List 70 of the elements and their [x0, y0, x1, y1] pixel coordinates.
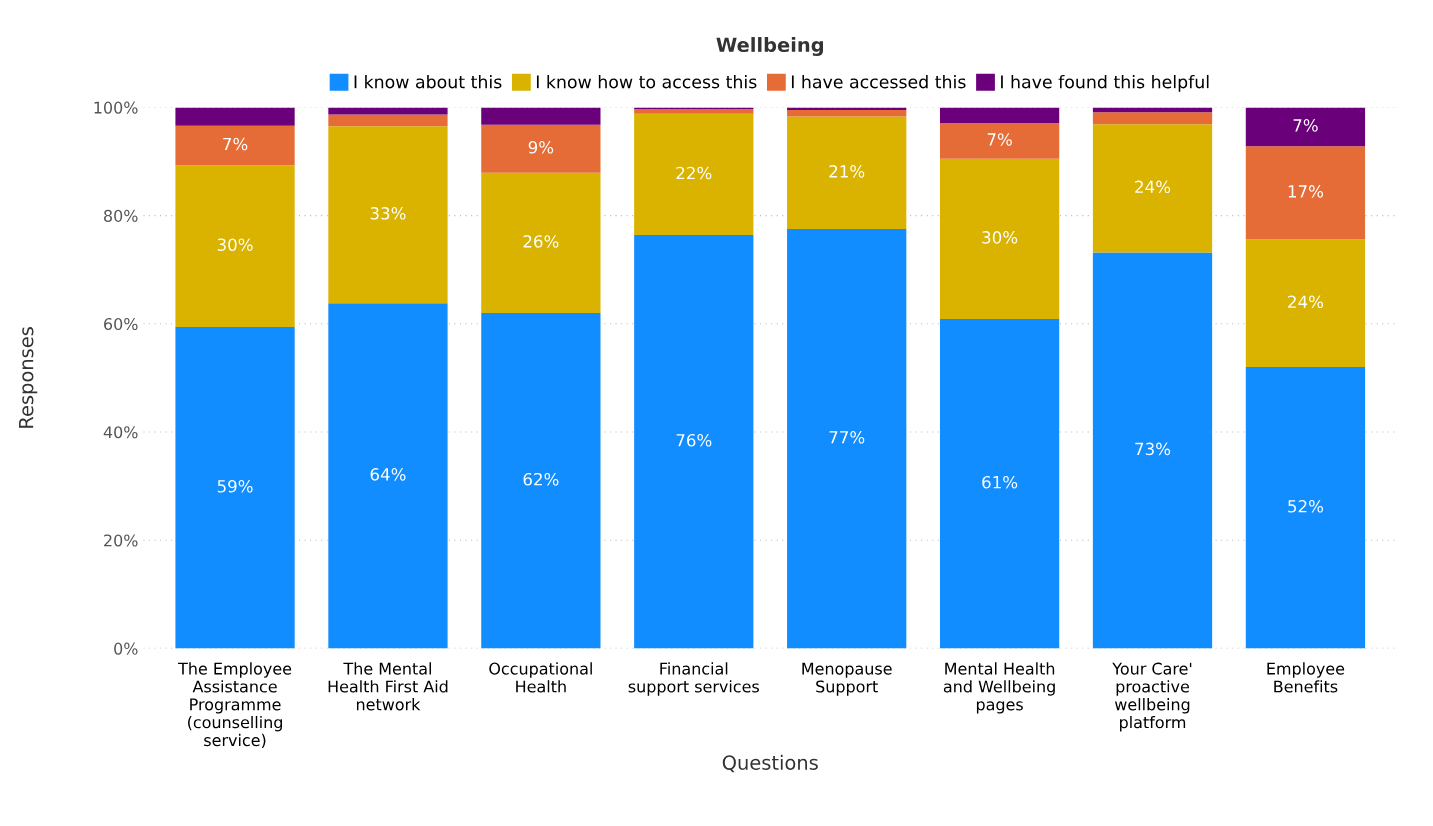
- data-label: 62%: [523, 472, 559, 486]
- x-tick-label: Occupational Health: [489, 662, 592, 693]
- data-label: 64%: [370, 468, 406, 481]
- y-tick-label: 60%: [104, 318, 138, 331]
- x-axis-title: Questions: [722, 754, 818, 773]
- bar: [634, 113, 754, 236]
- bar: [1245, 367, 1366, 649]
- y-axis-title: Responses: [19, 327, 38, 428]
- data-label: 61%: [982, 475, 1018, 489]
- data-label: 24%: [1135, 180, 1171, 194]
- bar: [1245, 146, 1366, 240]
- x-tick-label: Mental Health and Wellbeing pages: [943, 662, 1055, 714]
- bar: [175, 165, 295, 328]
- data-label: 77%: [829, 430, 865, 444]
- y-tick-label: 0%: [114, 642, 138, 655]
- x-tick-label: The Employee Assistance Programme (counselling service): [178, 662, 292, 749]
- y-tick-label: 100%: [94, 101, 138, 114]
- data-label: 52%: [1288, 499, 1324, 513]
- bar: [787, 116, 907, 230]
- bar: [175, 107, 295, 126]
- data-label: 30%: [982, 231, 1018, 244]
- data-label: 59%: [217, 479, 253, 493]
- x-tick-label: The Mental Health First Aid network: [328, 662, 448, 711]
- data-label: 17%: [1288, 185, 1324, 198]
- legend-label: I have found this helpful: [1001, 74, 1209, 92]
- bar: [939, 107, 1060, 124]
- bar: [1245, 107, 1366, 147]
- bar: [328, 303, 448, 649]
- legend-label: I know about this: [354, 74, 502, 89]
- data-label: 9%: [528, 141, 554, 154]
- chart-title: Wellbeing: [716, 37, 823, 57]
- x-tick-label: Employee Benefits: [1267, 662, 1345, 693]
- data-label: 22%: [676, 166, 712, 180]
- bar: [481, 107, 601, 125]
- x-tick-label: Menopause Support: [802, 662, 892, 696]
- y-tick-label: 20%: [104, 534, 138, 547]
- bar: [328, 114, 448, 127]
- data-label: 26%: [523, 235, 559, 248]
- bar: [634, 109, 754, 114]
- bar: [481, 172, 601, 313]
- bar: [481, 312, 601, 649]
- y-tick-label: 80%: [104, 209, 138, 222]
- x-tick-label: Financial support services: [628, 662, 759, 696]
- bar: [634, 235, 754, 649]
- data-label: 7%: [223, 137, 248, 151]
- bar: [939, 158, 1060, 319]
- x-tick-label: Your Care' proactive wellbeing platform: [1112, 662, 1192, 732]
- bar: [1092, 252, 1213, 649]
- bar: [939, 318, 1060, 649]
- legend-label: I know how to access this: [536, 74, 757, 89]
- bar: [328, 126, 448, 304]
- legend-label: I have accessed this: [791, 74, 966, 89]
- bar: [787, 229, 907, 649]
- bar: [481, 124, 601, 173]
- bar: [1245, 239, 1366, 368]
- bar: [939, 123, 1060, 159]
- data-label: 30%: [217, 238, 253, 251]
- data-label: 7%: [987, 133, 1012, 146]
- data-label: 33%: [370, 207, 406, 220]
- y-tick-label: 40%: [103, 426, 138, 439]
- data-label: 24%: [1288, 295, 1324, 309]
- bar: [787, 110, 907, 117]
- bar: [175, 125, 295, 166]
- data-label: 21%: [829, 165, 865, 178]
- data-label: 73%: [1135, 442, 1171, 456]
- data-label: 76%: [676, 433, 712, 447]
- bar: [1092, 124, 1213, 253]
- data-label: 7%: [1293, 119, 1318, 132]
- bar: [175, 327, 295, 649]
- bar: [1092, 112, 1213, 125]
